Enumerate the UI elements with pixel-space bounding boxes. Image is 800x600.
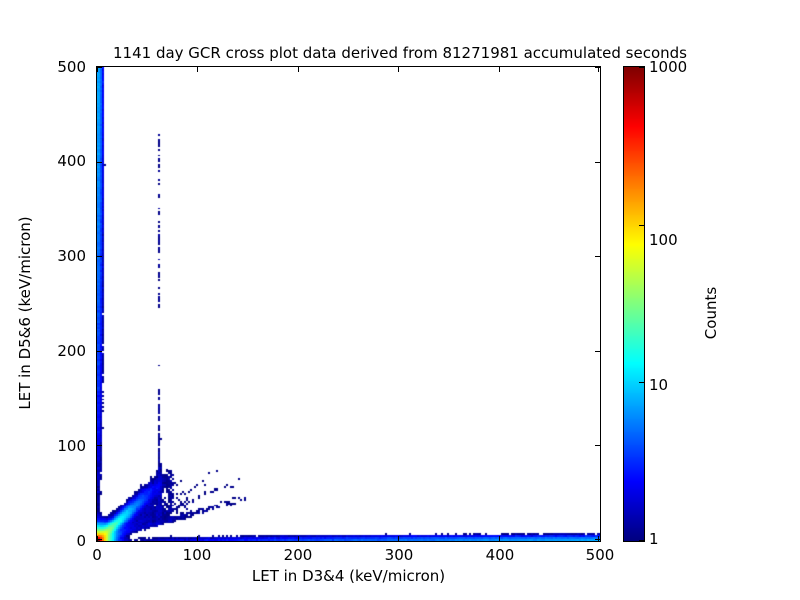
ytick-label-0: 0 bbox=[76, 532, 86, 550]
y-axis-tick-400 bbox=[595, 162, 600, 163]
x-axis-tick-200 bbox=[298, 536, 299, 541]
xtick-label-300: 300 bbox=[384, 546, 414, 564]
ytick-label-300: 300 bbox=[57, 247, 86, 265]
colorbar-tick-label-1000: 1000 bbox=[649, 58, 688, 76]
y-axis-tick-300 bbox=[97, 256, 102, 257]
y-axis-tick-100 bbox=[97, 445, 102, 446]
x-axis-tick-500 bbox=[598, 67, 599, 72]
y-axis-tick-400 bbox=[97, 162, 102, 163]
colorbar-tick-label-1: 1 bbox=[649, 530, 659, 548]
colorbar-tick-1000 bbox=[639, 67, 644, 68]
colorbar bbox=[623, 66, 645, 542]
y-axis-tick-300 bbox=[595, 256, 600, 257]
y-axis-tick-0 bbox=[97, 539, 102, 540]
x-axis-tick-0 bbox=[97, 536, 98, 541]
y-axis-tick-200 bbox=[595, 351, 600, 352]
colorbar-gradient bbox=[624, 67, 644, 541]
colorbar-label: Counts bbox=[702, 286, 720, 340]
plot-title-line-1: 1141 day GCR cross plot data derived fro… bbox=[113, 44, 687, 62]
ytick-label-200: 200 bbox=[57, 342, 86, 360]
colorbar-tick-label-100: 100 bbox=[649, 231, 678, 249]
y-axis-tick-100 bbox=[595, 445, 600, 446]
y-axis-tick-0 bbox=[595, 539, 600, 540]
density-scatter-plot bbox=[97, 67, 600, 541]
ytick-label-500: 500 bbox=[57, 58, 86, 76]
xtick-label-0: 0 bbox=[92, 546, 102, 564]
x-axis-tick-300 bbox=[398, 67, 399, 72]
x-axis-tick-0 bbox=[97, 67, 98, 72]
y-axis-tick-500 bbox=[595, 67, 600, 68]
xtick-label-500: 500 bbox=[585, 546, 615, 564]
x-axis-tick-300 bbox=[398, 536, 399, 541]
colorbar-tick-10 bbox=[639, 382, 644, 383]
x-axis-tick-100 bbox=[197, 536, 198, 541]
ytick-label-400: 400 bbox=[57, 152, 86, 170]
colorbar-tick-1 bbox=[639, 540, 644, 541]
ytick-label-100: 100 bbox=[57, 437, 86, 455]
x-axis-tick-500 bbox=[598, 536, 599, 541]
x-axis-tick-400 bbox=[499, 536, 500, 541]
x-axis-tick-100 bbox=[197, 67, 198, 72]
xtick-label-400: 400 bbox=[485, 546, 515, 564]
x-axis-tick-200 bbox=[298, 67, 299, 72]
x-axis-tick-400 bbox=[499, 67, 500, 72]
y-axis-tick-200 bbox=[97, 351, 102, 352]
xtick-label-200: 200 bbox=[283, 546, 313, 564]
y-axis-label: LET in D5&6 (keV/micron) bbox=[16, 216, 34, 410]
xtick-label-100: 100 bbox=[182, 546, 212, 564]
colorbar-tick-label-10: 10 bbox=[649, 376, 669, 394]
colorbar-tick-100 bbox=[639, 225, 644, 226]
y-axis-tick-500 bbox=[97, 67, 102, 68]
plot-axes bbox=[96, 66, 601, 542]
x-axis-label: LET in D3&4 (keV/micron) bbox=[251, 567, 446, 585]
